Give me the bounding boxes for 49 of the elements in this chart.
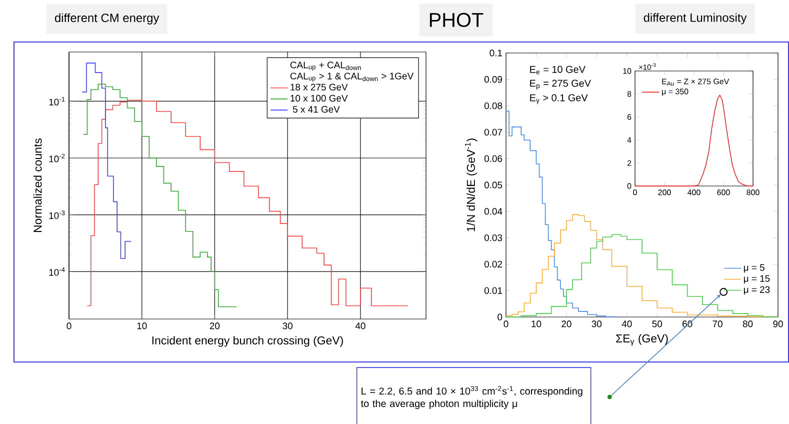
y-tick-label: 10$^{-1}$ xyxy=(49,96,65,106)
legend-label: μ = 15 xyxy=(744,275,770,284)
y-tick-label: 0.01 xyxy=(484,287,502,294)
x-tick-label: 70 xyxy=(712,320,722,328)
legend-label: 10 x 100 GeV xyxy=(290,94,348,102)
x-tick-label: 0 xyxy=(504,320,508,328)
x-tick-label: 0 xyxy=(66,322,72,330)
y-tick-label: 10$^{-2}$ xyxy=(49,154,65,162)
y-tick-label: 0.05 xyxy=(484,182,502,188)
x-axis-title: Incident energy bunch crossing (GeV) xyxy=(152,336,343,347)
x-tick-label: 80 xyxy=(742,320,753,328)
y-tick-label: 0.03 xyxy=(484,234,502,242)
chart-title: different Luminosity xyxy=(644,13,747,24)
x-tick-label: 50 xyxy=(652,320,662,328)
y-tick-label: 10$^{-3}$ xyxy=(49,210,65,220)
x-tick-label: 30 xyxy=(282,322,292,330)
x-tick-label: 90 xyxy=(773,320,783,328)
x-tick-label: 40 xyxy=(622,320,632,328)
text: PHOT xyxy=(430,12,484,28)
y-tick-label: 0.06 xyxy=(484,155,502,162)
y-tick-label: 0.02 xyxy=(484,260,502,268)
x-axis-title: ΣE$_{γ}$ (GeV) xyxy=(616,334,668,346)
line-series xyxy=(634,94,754,186)
legend-label: μ = 5 xyxy=(744,264,764,273)
y-axis-title: 1/N dN/dE (GeV$^{-1}$) xyxy=(465,138,478,232)
y-tick-label: 0.1 xyxy=(490,50,502,56)
legend-label: 5 x 41 GeV xyxy=(292,106,340,113)
x-tick-label: 30 xyxy=(592,320,602,328)
chart-title: different CM energy xyxy=(54,13,160,24)
annotation: E$_{e}$ = 10 GeV xyxy=(530,66,586,74)
x-tick-label: 10 xyxy=(532,320,542,328)
y-tick-label: 0.09 xyxy=(484,76,502,83)
y-tick-label: 0.08 xyxy=(484,102,502,110)
x-tick-label: 10 xyxy=(137,322,147,330)
x-tick-label: 20 xyxy=(562,320,572,328)
x-tick-label: 40 xyxy=(355,322,366,330)
x-tick-label: 20 xyxy=(210,322,220,330)
annotation: E$_{p}$ = 275 GeV xyxy=(530,80,591,90)
legend-label: 18 x 275 GeV xyxy=(290,84,348,91)
y-tick-label: 10$^{-4}$ xyxy=(49,267,65,276)
annotation: E$_{γ}$ > 0.1 GeV xyxy=(530,94,588,104)
y-tick-label: 0.07 xyxy=(484,128,502,136)
annotation: CAL$_{up}$ > 1 & CAL$_{down}$ > 1GeV xyxy=(290,72,414,82)
y-tick-label: 0 xyxy=(498,314,502,320)
text: L = 2.2, 6.5 and 10 × 10$^{33}$ cm$^{-2}$s$^{-1}$, corresponding to the average photon multiplicity μ xyxy=(360,386,582,410)
legend-title: CAL$_{up}$ + CAL$_{down}$ xyxy=(290,62,361,71)
y-tick-label: 0.04 xyxy=(484,208,502,215)
legend-label: μ = 23 xyxy=(744,286,770,295)
y-axis-title: Normalized counts xyxy=(33,138,42,232)
